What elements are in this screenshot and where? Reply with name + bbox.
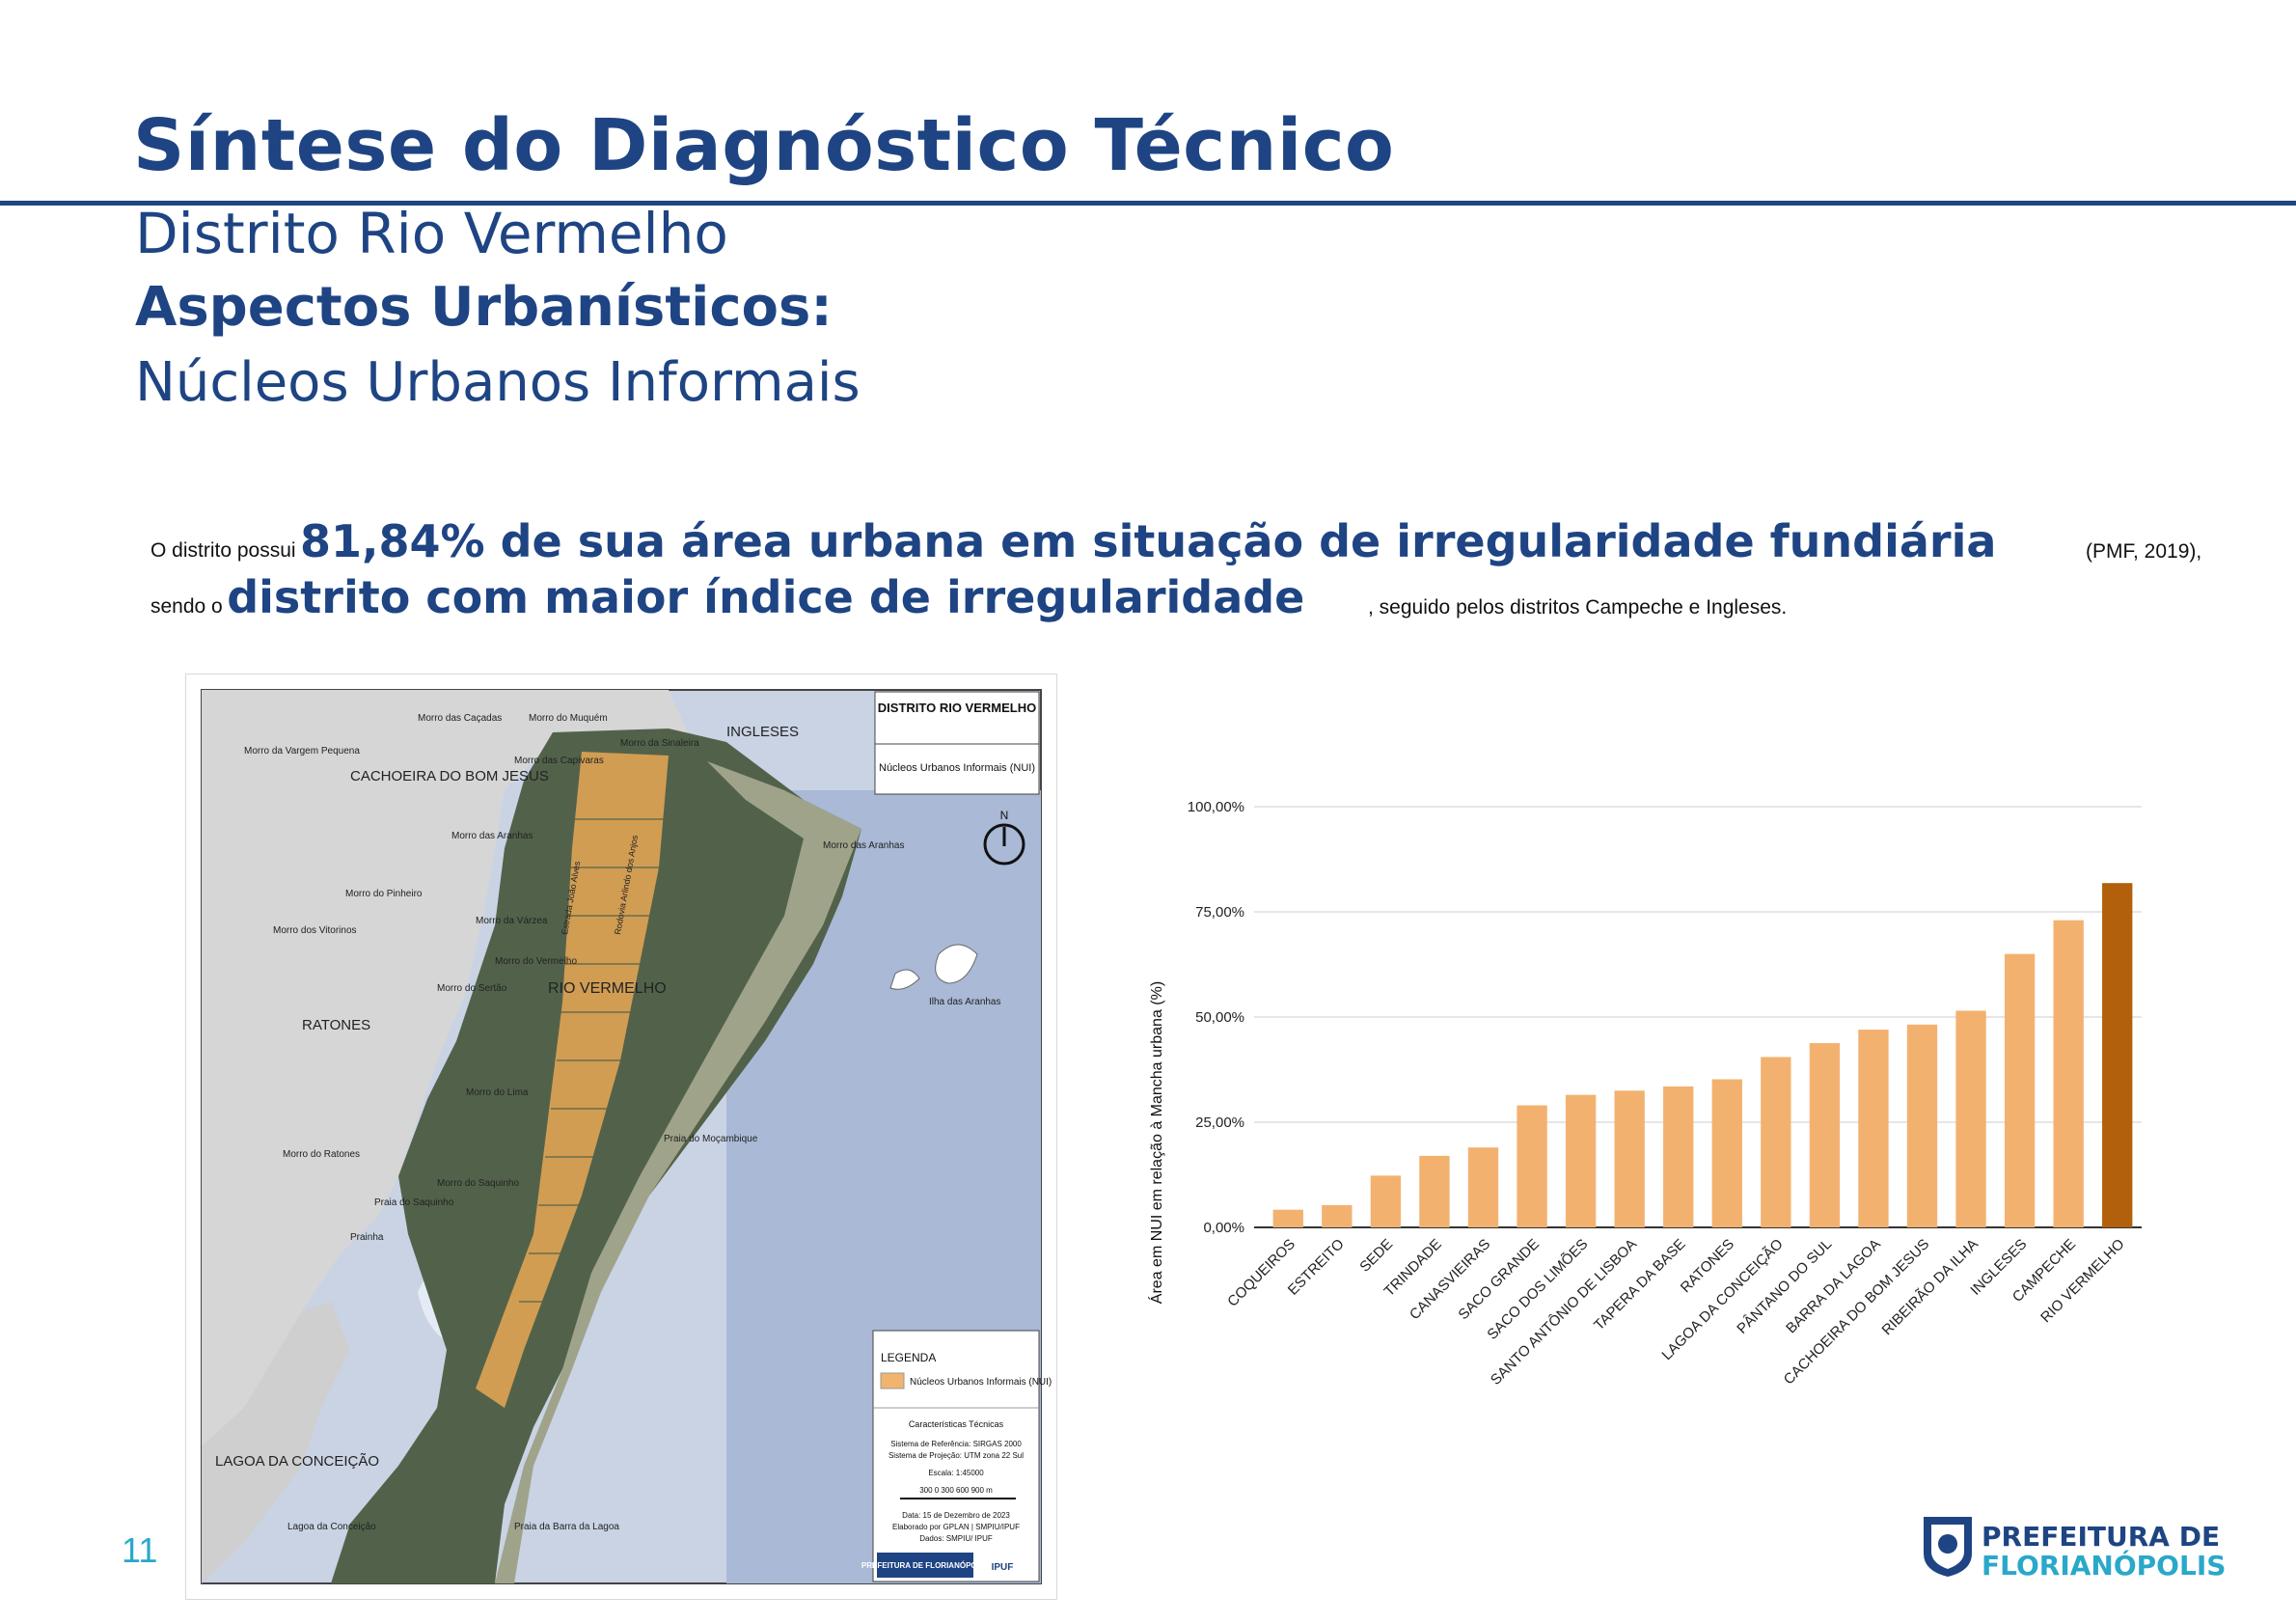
y-tick-label: 75,00% [1195,904,1244,921]
highlight-text: distrito com maior índice de irregularid… [227,571,1305,623]
map-label: Morro da Sinaleira [620,738,699,749]
map-label: Morro do Vermelho [495,956,577,967]
tech-proj: Sistema de Projeção: UTM zona 22 Sul [888,1451,1024,1460]
map-label: Morro da Vargem Pequena [244,746,360,756]
x-tick-label: RIO VERMELHO [2037,1236,2127,1326]
map-label: Ilha das Aranhas [929,997,1001,1007]
bar-rio-vermelho [2102,883,2133,1227]
legend-title: LEGENDA [881,1351,936,1364]
y-axis-label: Área em NUI em relação à Mancha urbana (… [1147,981,1165,1304]
intro-text: sendo o [150,595,223,618]
y-tick-label: 0,00% [1203,1220,1244,1236]
map-logo-prefeitura: PREFEITURA DE FLORIANÓPOLIS [861,1561,990,1570]
bar-saco-grande [1517,1105,1547,1227]
city-crest-icon [1924,1517,1972,1577]
map-label: Morro do Lima [466,1087,529,1098]
x-tick-label: PÂNTANO DO SUL [1734,1236,1835,1337]
map-label: Morro da Várzea [476,916,548,926]
map-label: Morro do Muquém [529,713,608,724]
map-label: Praia da Barra da Lagoa [514,1522,619,1532]
title-divider [0,201,2296,206]
x-tick-label: SEDE [1356,1236,1396,1276]
x-tick-label: BARRA DA LAGOA [1783,1236,1884,1337]
intro-line-1: O distrito possui 81,84% de sua área urb… [150,515,1996,567]
map-label: Lagoa da Conceição [287,1522,376,1532]
bar-coqueiros [1272,1209,1303,1227]
y-tick-label: 50,00% [1195,1009,1244,1026]
chart-grid [1254,806,2142,1228]
intro-reference: (PMF, 2019), [2086,540,2202,563]
map-label: Morro dos Vitorinos [273,925,357,936]
bar-pântano-do-sul [1809,1043,1841,1227]
map-label: Praia do Moçambique [664,1134,758,1144]
x-tick-label: COQUEIROS [1224,1236,1298,1310]
bar-ribeirão-da-ilha [1955,1010,1986,1227]
y-tick-label: 25,00% [1195,1114,1244,1131]
chart-bars [1272,883,2133,1227]
tech-by: Elaborado por GPLAN | SMPIU/IPUF [892,1523,1020,1531]
section-heading: Aspectos Urbanísticos: [135,276,833,339]
page-number: 11 [122,1530,158,1570]
legend-item: Núcleos Urbanos Informais (NUI) [910,1377,1052,1388]
bar-trindade [1419,1155,1450,1227]
bar-tapera-da-base [1663,1086,1694,1227]
north-arrow-icon: N [1000,809,1009,822]
bar-barra-da-lagoa [1858,1030,1889,1227]
district-map: INGLESES CACHOEIRA DO BOM JESUS RIO VERM… [185,674,1057,1600]
bar-sede [1370,1175,1402,1227]
bar-canasvieiras [1467,1147,1499,1227]
map-label: LAGOA DA CONCEIÇÃO [215,1453,379,1470]
logo-line-1: PREFEITURA DE [1982,1521,2221,1553]
map-label: Morro das Aranhas [823,840,905,851]
map-label: Morro das Capivaras [514,756,604,766]
map-label: Prainha [350,1232,384,1243]
highlight-text: 81,84% de sua área urbana em situação de… [300,515,1997,567]
map-label: Morro das Aranhas [451,831,533,841]
tech-data: Dados: SMPIU/ IPUF [919,1534,993,1543]
district-subtitle: Distrito Rio Vermelho [135,201,728,266]
map-label: Morro do Sertão [437,983,507,994]
map-label: Morro das Caçadas [418,713,502,724]
x-tick-label: TAPERA DA BASE [1591,1236,1688,1334]
logo-line-2: FLORIANÓPOLIS [1982,1550,2227,1582]
bar-ingleses [2004,953,2036,1227]
map-label: INGLESES [726,724,799,740]
map-label: RATONES [302,1017,370,1033]
map-subtitle: Núcleos Urbanos Informais (NUI) [879,762,1035,774]
intro-text: O distrito possui [150,539,296,562]
bar-cachoeira-do-bom-jesus [1906,1024,1938,1227]
tech-title: Características Técnicas [909,1419,1004,1429]
map-logo-ipuf: IPUF [992,1562,1014,1573]
y-tick-label: 100,00% [1188,799,1244,815]
map-label: Morro do Saquinho [437,1178,519,1189]
intro-line-2: sendo o distrito com maior índice de irr… [150,571,1304,623]
scale-ticks: 300 0 300 600 900 m [919,1486,993,1495]
tech-date: Data: 15 de Dezembro de 2023 [902,1511,1010,1520]
map-label: Morro do Pinheiro [345,889,423,899]
page-title: Síntese do Diagnóstico Técnico [133,104,1395,187]
topic-heading: Núcleos Urbanos Informais [135,351,861,414]
map-label: Morro do Ratones [283,1149,360,1160]
chart-y-ticks: 0,00% 25,00% 50,00% 75,00% 100,00% [1188,799,1244,1236]
bar-ratones [1711,1079,1742,1227]
bar-lagoa-da-conceição [1761,1057,1791,1227]
map-title: DISTRITO RIO VERMELHO [878,701,1036,715]
bar-estreito [1322,1204,1353,1227]
bar-saco-dos-limões [1565,1094,1597,1227]
intro-tail: , seguido pelos distritos Campeche e Ing… [1368,596,1788,619]
map-label: CACHOEIRA DO BOM JESUS [350,768,549,784]
bar-santo-antônio-de-lisboa [1614,1090,1645,1227]
tech-scale: Escala: 1:45000 [928,1469,984,1477]
tech-ref: Sistema de Referência: SIRGAS 2000 [890,1440,1022,1448]
map-label: RIO VERMELHO [548,980,667,997]
bar-chart: 0,00% 25,00% 50,00% 75,00% 100,00% COQUEIROS… [1147,799,2142,1389]
x-tick-label: RIBEIRÃO DA ILHA [1879,1236,1982,1338]
bar-campeche [2053,920,2084,1227]
map-label: Praia do Saquinho [374,1197,454,1208]
